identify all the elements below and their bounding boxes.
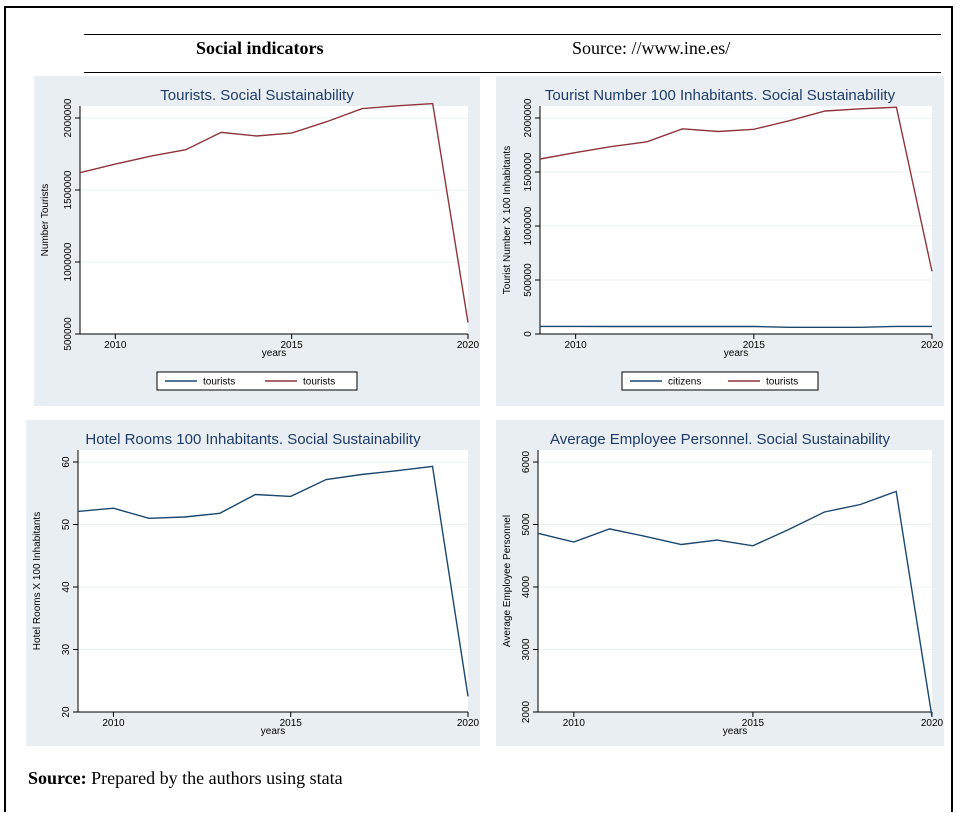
header-bottom-rule bbox=[84, 72, 941, 73]
x-axis-label: years bbox=[261, 726, 285, 737]
y-tick-label: 3000 bbox=[521, 638, 532, 661]
chart-hotel-rooms: Hotel Rooms 100 Inhabitants. Social Sust… bbox=[32, 431, 480, 737]
x-tick-label: 2015 bbox=[743, 340, 766, 351]
y-axis-label: Average Employee Personnel bbox=[502, 515, 513, 647]
chart-tourists: Tourists. Social Sustainability 500000 100… bbox=[40, 87, 480, 391]
x-tick-label: 2010 bbox=[102, 718, 125, 729]
chart-panel-hotel-rooms: Hotel Rooms 100 Inhabitants. Social Sust… bbox=[26, 420, 480, 746]
y-tick-label: 1500000 bbox=[63, 170, 74, 209]
series-line bbox=[540, 325, 932, 329]
plot-area bbox=[80, 106, 468, 334]
y-tick-label: 1000000 bbox=[523, 206, 534, 245]
chart-title: Tourists. Social Sustainability bbox=[160, 87, 354, 104]
legend-label: tourists bbox=[303, 377, 335, 388]
x-tick-label: 2020 bbox=[457, 718, 480, 729]
x-tick-label: 2020 bbox=[921, 718, 944, 729]
header-source: Source: //www.ine.es/ bbox=[572, 38, 731, 58]
y-tick-label: 2000000 bbox=[523, 98, 534, 137]
chart-title: Tourist Number 100 Inhabitants. Social S… bbox=[545, 87, 896, 104]
y-tick-label: 5000 bbox=[521, 513, 532, 536]
series-line bbox=[77, 465, 469, 697]
y-tick-label: 30 bbox=[61, 644, 72, 656]
chart-employee-personnel: Average Employee Personnel. Social Susta… bbox=[502, 431, 944, 737]
x-tick-label: 2015 bbox=[280, 718, 303, 729]
y-tick-label: 60 bbox=[61, 456, 72, 468]
legend-label: tourists bbox=[203, 377, 235, 388]
y-tick-label: 500000 bbox=[63, 317, 74, 351]
x-tick-label: 2010 bbox=[563, 718, 586, 729]
y-tick-label: 2000 bbox=[521, 700, 532, 723]
y-axis-label: Tourist Number X 100 Inhabitants bbox=[502, 146, 513, 294]
figure-frame bbox=[4, 6, 953, 812]
chart-panel-tourist-number: Tourist Number 100 Inhabitants. Social S… bbox=[496, 76, 944, 406]
x-tick-label: 2010 bbox=[104, 340, 127, 351]
chart-title: Average Employee Personnel. Social Susta… bbox=[550, 431, 890, 448]
plot-area bbox=[538, 450, 932, 712]
y-tick-label: 6000 bbox=[521, 450, 532, 473]
header-top-rule bbox=[84, 34, 941, 35]
series-line bbox=[79, 102, 469, 323]
y-tick-label: 4000 bbox=[521, 575, 532, 598]
x-axis-label: years bbox=[724, 348, 748, 359]
x-tick-label: 2020 bbox=[921, 340, 944, 351]
y-axis-label: Number Tourists bbox=[40, 184, 51, 257]
y-tick-label: 1000000 bbox=[63, 242, 74, 281]
y-tick-label: 50 bbox=[61, 519, 72, 531]
x-tick-label: 2010 bbox=[565, 340, 588, 351]
y-tick-label: 40 bbox=[61, 581, 72, 593]
y-tick-label: 1500000 bbox=[523, 152, 534, 191]
chart-tourist-number: Tourist Number 100 Inhabitants. Social S… bbox=[502, 87, 944, 391]
legend-label: citizens bbox=[668, 377, 701, 388]
plot-area bbox=[78, 450, 468, 712]
legend-box bbox=[621, 371, 819, 391]
x-axis-label: years bbox=[262, 348, 286, 359]
footnote-text: Prepared by the authors using stata bbox=[86, 768, 343, 788]
chart-panel-employee-personnel: Average Employee Personnel. Social Susta… bbox=[496, 420, 944, 746]
chart-panel-tourists: Tourists. Social Sustainability 500000 100… bbox=[34, 76, 480, 406]
y-tick-label: 2000000 bbox=[63, 98, 74, 137]
header-title: Social indicators bbox=[196, 38, 324, 58]
series-line bbox=[539, 106, 933, 272]
plot-area bbox=[540, 106, 932, 334]
y-tick-label: 20 bbox=[61, 706, 72, 718]
y-tick-label: 500000 bbox=[523, 263, 534, 297]
y-axis-label: Hotel Rooms X 100 Inhabitants bbox=[32, 512, 43, 650]
y-tick-label: 0 bbox=[523, 331, 534, 337]
legend-box bbox=[156, 371, 358, 391]
chart-title: Hotel Rooms 100 Inhabitants. Social Sust… bbox=[85, 431, 421, 448]
x-axis-label: years bbox=[723, 726, 747, 737]
x-tick-label: 2015 bbox=[742, 718, 765, 729]
footnote: Source: Prepared by the authors using st… bbox=[28, 768, 343, 789]
x-tick-label: 2020 bbox=[457, 340, 480, 351]
footnote-label: Source: bbox=[28, 768, 87, 788]
legend-label: tourists bbox=[766, 377, 798, 388]
x-tick-label: 2015 bbox=[281, 340, 304, 351]
series-line bbox=[537, 490, 933, 718]
